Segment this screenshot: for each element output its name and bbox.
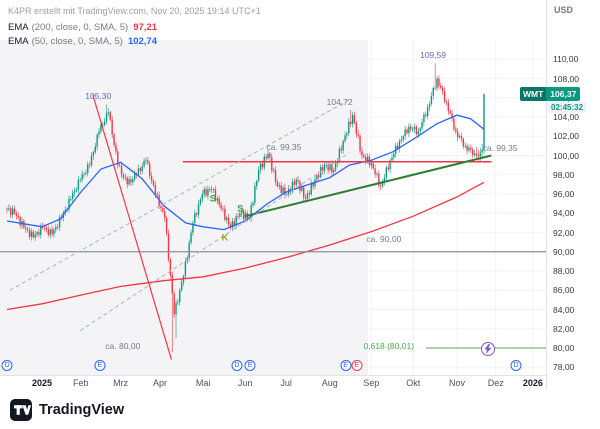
earnings-marker[interactable]: E bbox=[244, 360, 256, 371]
indicator-legend: EMA (200, close, 0, SMA, 5) 97,21 EMA (50, … bbox=[8, 22, 157, 50]
currency-label: USD bbox=[554, 5, 574, 15]
candlestick-chart[interactable] bbox=[0, 0, 546, 390]
chart-area[interactable]: 105,30 109,59 104,72 ca. 99,35 ca. 99,35 ca. … bbox=[0, 0, 600, 391]
bar-countdown: 02:45:32 bbox=[548, 102, 587, 113]
time-tick-label: Jul bbox=[280, 378, 292, 388]
legend-ema-200-value: 97,21 bbox=[133, 22, 157, 33]
earnings-marker[interactable]: E bbox=[340, 360, 352, 371]
time-tick-label: Feb bbox=[73, 378, 89, 388]
time-tick-label: Dez bbox=[487, 378, 504, 388]
price-tick-label: 102,00 bbox=[553, 131, 579, 142]
time-tick-label: 2026 bbox=[522, 378, 543, 388]
dividend-marker[interactable]: D bbox=[510, 360, 522, 371]
price-tick-label: 84,00 bbox=[553, 304, 575, 315]
price-tick-label: 94,00 bbox=[553, 208, 575, 219]
legend-ema-50-value: 102,74 bbox=[127, 36, 157, 47]
price-tick-label: 98,00 bbox=[553, 169, 575, 180]
dividend-marker[interactable]: D bbox=[231, 360, 243, 371]
legend-ema-50[interactable]: EMA (50, close, 0, SMA, 5) 102,74 bbox=[8, 36, 157, 50]
price-tick-label: 88,00 bbox=[553, 266, 575, 277]
time-tick-label: 2025 bbox=[32, 378, 53, 388]
last-price-badge[interactable]: WMT 106,37 bbox=[520, 87, 581, 101]
price-tick-label: 86,00 bbox=[553, 285, 575, 296]
price-axis[interactable]: USD 110,00108,00106,00104,00102,00100,00… bbox=[520, 0, 600, 390]
price-tick-label: 78,00 bbox=[553, 362, 575, 373]
time-tick-label: Apr bbox=[152, 378, 167, 388]
footer: TradingView bbox=[0, 390, 600, 429]
time-tick-label: Nov bbox=[448, 378, 466, 388]
time-axis[interactable]: 2025 Feb Mrz Apr Mai Jun Jul Aug Sep Okt Nov Dez 202… bbox=[0, 375, 546, 391]
price-tick-label: 100,00 bbox=[553, 150, 579, 161]
price-tick-label: 92,00 bbox=[553, 227, 575, 238]
time-tick-label: Jun bbox=[237, 378, 253, 388]
price-tick-label: 104,00 bbox=[553, 112, 579, 122]
time-tick-label: Okt bbox=[406, 378, 421, 388]
legend-ema-200-params: (200, close, 0, SMA, 5) bbox=[31, 22, 129, 33]
legend-ema-200[interactable]: EMA (200, close, 0, SMA, 5) 97,21 bbox=[8, 22, 157, 36]
time-tick-label: Mrz bbox=[113, 378, 129, 388]
tradingview-logo[interactable] bbox=[10, 398, 32, 421]
legend-ema-50-params: (50, close, 0, SMA, 5) bbox=[31, 36, 123, 47]
earnings-marker[interactable]: E bbox=[94, 360, 106, 371]
price-tick-label: 82,00 bbox=[553, 323, 575, 334]
symbol-label: WMT bbox=[520, 87, 547, 101]
legend-ema-50-name: EMA bbox=[8, 36, 29, 47]
price-tick-label: 90,00 bbox=[553, 246, 575, 257]
chart-attribution: K4PR erstellt mit TradingView.com, Nov 2… bbox=[8, 6, 261, 16]
earnings-marker[interactable]: E bbox=[351, 360, 363, 371]
price-tick-label: 108,00 bbox=[553, 73, 579, 84]
price-tick-label: 80,00 bbox=[553, 343, 575, 354]
dividend-marker[interactable]: D bbox=[1, 360, 13, 371]
event-flash-marker[interactable] bbox=[480, 342, 495, 356]
price-tick-label: 110,00 bbox=[553, 54, 579, 65]
time-tick-label: Aug bbox=[321, 378, 338, 388]
time-tick-label: Mai bbox=[195, 378, 211, 388]
last-price: 106,37 bbox=[550, 89, 577, 99]
time-tick-label: Sep bbox=[363, 378, 380, 388]
legend-ema-200-name: EMA bbox=[8, 22, 29, 33]
tradingview-wordmark[interactable]: TradingView bbox=[39, 401, 125, 418]
price-tick-label: 96,00 bbox=[553, 189, 575, 200]
